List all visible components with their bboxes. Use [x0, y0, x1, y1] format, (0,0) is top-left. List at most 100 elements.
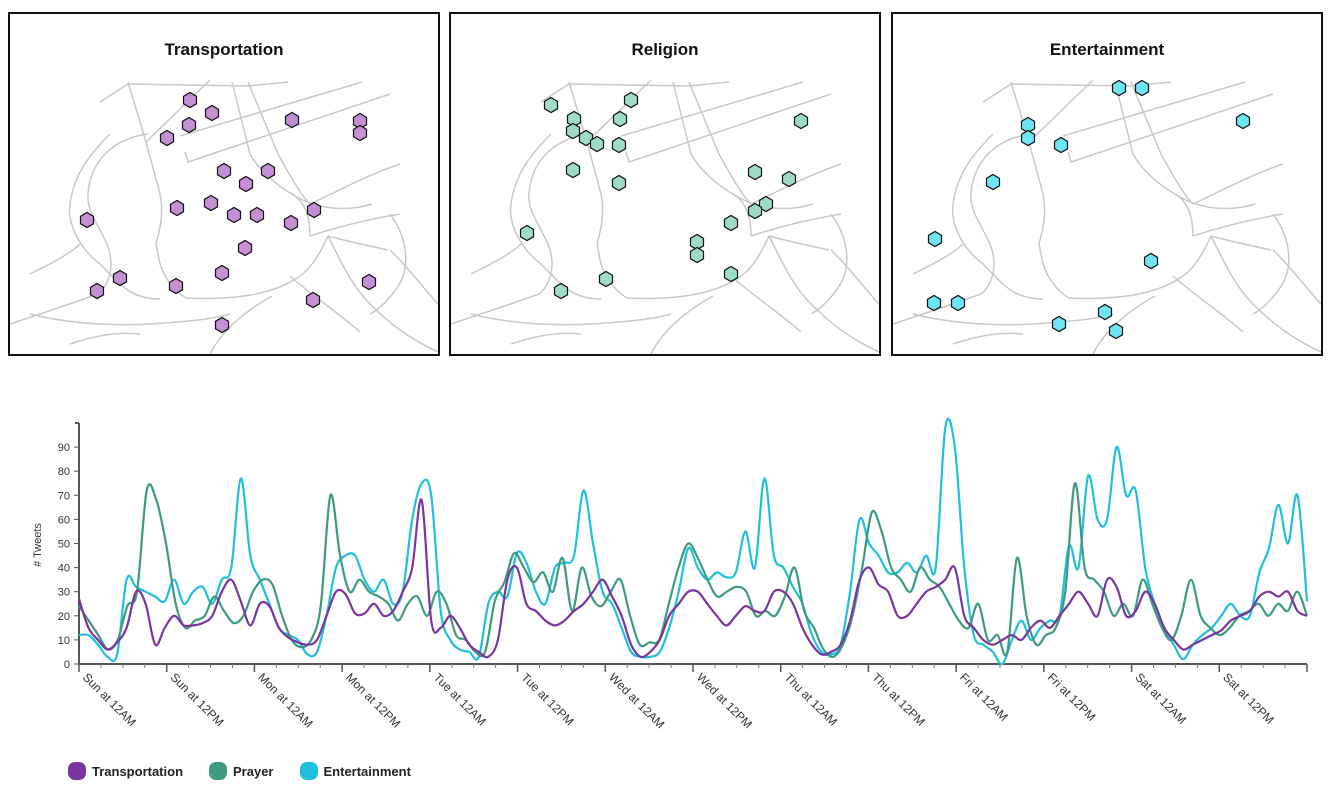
tweet-hexagon-marker[interactable]: [747, 202, 763, 220]
tweet-hexagon-marker[interactable]: [249, 206, 265, 224]
tweet-hexagon-marker[interactable]: [565, 122, 581, 140]
road: [1062, 81, 1246, 137]
tweet-hexagon-marker[interactable]: [926, 294, 942, 312]
legend-swatch: [299, 762, 318, 780]
tweet-hexagon-marker[interactable]: [305, 291, 321, 309]
road: [768, 235, 830, 251]
tweet-hexagon-marker[interactable]: [1143, 252, 1159, 270]
tweet-hexagon-marker[interactable]: [1111, 79, 1127, 97]
tweet-hexagon-marker[interactable]: [565, 161, 581, 179]
tweet-hexagon-marker[interactable]: [237, 239, 253, 257]
tweet-hexagon-marker[interactable]: [781, 170, 797, 188]
y-axis-label: # Tweets: [32, 523, 44, 567]
tweet-hexagon-marker[interactable]: [758, 195, 774, 213]
tweet-hexagon-marker[interactable]: [216, 162, 232, 180]
legend-item-prayer[interactable]: Prayer: [209, 762, 274, 780]
tweet-hexagon-marker[interactable]: [1097, 303, 1113, 321]
tweet-hexagon-marker[interactable]: [689, 246, 705, 264]
tweet-hexagon-marker[interactable]: [793, 112, 809, 130]
tweet-hexagon-marker[interactable]: [578, 129, 594, 147]
tweet-hexagon-marker[interactable]: [203, 194, 219, 212]
road: [369, 213, 407, 315]
tweet-hexagon-marker[interactable]: [1053, 136, 1069, 154]
tweet-hexagon-marker[interactable]: [204, 104, 220, 122]
y-tick-label: 60: [58, 514, 70, 526]
y-tick-label: 70: [58, 490, 70, 502]
road: [29, 243, 81, 275]
map-panel-religion: Religion: [449, 12, 881, 356]
legend-item-entertainment[interactable]: Entertainment: [299, 762, 411, 780]
road: [1038, 235, 1212, 300]
road: [830, 249, 879, 305]
legend-swatch: [209, 762, 228, 780]
road: [625, 93, 832, 163]
tweet-hexagon-marker[interactable]: [361, 273, 377, 291]
road: [1172, 275, 1244, 333]
x-tick-label: Tue at 12PM: [518, 670, 576, 728]
tweet-hexagon-marker[interactable]: [182, 91, 198, 109]
tweet-hexagon-marker[interactable]: [238, 175, 254, 193]
tweet-hexagon-marker[interactable]: [950, 294, 966, 312]
street-map-transportation: [10, 79, 438, 354]
y-tick-label: 0: [64, 659, 70, 671]
tweet-hexagon-marker[interactable]: [723, 265, 739, 283]
tweet-hexagon-marker[interactable]: [168, 277, 184, 295]
road-network: [10, 79, 438, 354]
tweet-hexagon-marker[interactable]: [226, 206, 242, 224]
tweet-hexagon-marker[interactable]: [598, 270, 614, 288]
tweet-hexagon-marker[interactable]: [927, 230, 943, 248]
tweet-hexagon-marker[interactable]: [79, 211, 95, 229]
x-tick-label: Wed at 12AM: [606, 670, 667, 731]
tweet-hexagon-marker[interactable]: [352, 124, 368, 142]
road: [688, 81, 752, 205]
series-line-entertainment[interactable]: [78, 417, 1309, 666]
tweet-hexagon-marker[interactable]: [181, 116, 197, 134]
tweet-hexagon-marker[interactable]: [747, 163, 763, 181]
road: [1028, 79, 1094, 143]
street-map-religion: [451, 79, 879, 354]
tweet-hexagon-marker[interactable]: [169, 199, 185, 217]
tweet-hexagon-marker[interactable]: [260, 162, 276, 180]
road: [69, 332, 141, 345]
tweet-hexagon-marker[interactable]: [543, 96, 559, 114]
legend-item-transportation[interactable]: Transportation: [68, 762, 183, 780]
tweet-hexagon-marker[interactable]: [723, 214, 739, 232]
tweet-hexagon-marker[interactable]: [306, 201, 322, 219]
tweet-hexagon-marker[interactable]: [1108, 322, 1124, 340]
tweet-hexagon-marker[interactable]: [1134, 79, 1150, 97]
y-tick-label: 20: [58, 611, 70, 623]
y-tick-label: 10: [58, 635, 70, 647]
tweet-hexagon-marker[interactable]: [611, 174, 627, 192]
map-title: Transportation: [164, 40, 284, 59]
road: [145, 141, 163, 245]
series-line-transportation[interactable]: [77, 498, 1308, 659]
road: [99, 81, 289, 103]
tweet-hexagon-marker[interactable]: [611, 136, 627, 154]
tweet-hexagon-marker[interactable]: [159, 129, 175, 147]
tweet-hexagon-marker[interactable]: [283, 214, 299, 232]
y-tick-label: 80: [58, 466, 70, 478]
tweet-hexagon-marker[interactable]: [612, 110, 628, 128]
tweet-hexagon-marker[interactable]: [112, 269, 128, 287]
tweet-hexagon-marker[interactable]: [589, 135, 605, 153]
series-line-prayer[interactable]: [78, 482, 1309, 659]
tweet-hexagon-marker[interactable]: [519, 224, 535, 242]
tweet-hexagon-marker[interactable]: [1051, 315, 1067, 333]
street-map-entertainment: [893, 79, 1321, 354]
tweet-hexagon-marker[interactable]: [985, 173, 1001, 191]
tweet-hexagon-marker[interactable]: [1235, 112, 1251, 130]
road: [29, 313, 231, 326]
tweet-hexagon-marker[interactable]: [623, 91, 639, 109]
road: [247, 81, 311, 205]
tweet-hexagon-marker[interactable]: [284, 111, 300, 129]
tweet-hexagon-marker[interactable]: [89, 282, 105, 300]
tweet-hexagon-marker[interactable]: [1020, 129, 1036, 147]
tweet-hexagon-marker[interactable]: [553, 282, 569, 300]
road: [184, 93, 391, 163]
x-tick-label: Sat at 12PM: [1220, 670, 1277, 727]
road: [10, 293, 99, 325]
tweet-hexagon-marker[interactable]: [214, 316, 230, 334]
road: [912, 313, 1114, 326]
tweet-hexagon-marker[interactable]: [214, 264, 230, 282]
x-tick-label: Fri at 12AM: [957, 670, 1011, 724]
